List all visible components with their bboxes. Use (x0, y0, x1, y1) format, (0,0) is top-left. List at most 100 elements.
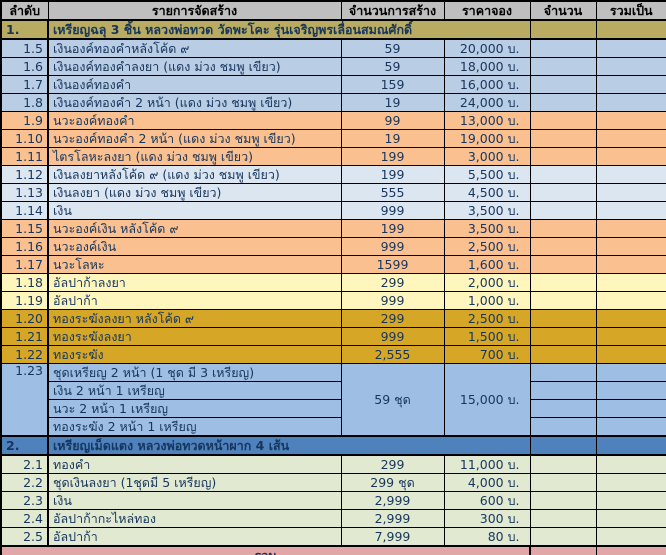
price-cell: 16,000 บ. (443, 75, 531, 94)
sum-cell (595, 165, 666, 184)
column-header-qty-made: จำนวนการสร้าง (340, 0, 445, 21)
price-cell: 1,500 บ. (443, 327, 531, 346)
price-cell: 4,500 บ. (443, 183, 531, 202)
item-row: 1.15 นวะองค์เงิน หลังโค้ด ๙ 199 3,500 บ. (0, 219, 666, 238)
sum-cell (595, 527, 666, 547)
sum-cell (595, 219, 666, 238)
amount-cell (529, 291, 597, 310)
item-desc-cell: อัลปาก้า (47, 291, 342, 310)
order-no-cell: 1.12 (0, 165, 49, 184)
item-desc-cell: เงินองค์ทองคำ 2 หน้า (แดง ม่วง ชมพู เขีย… (47, 93, 342, 112)
qty-made-cell: 199 (340, 219, 445, 238)
qty-made-cell: 19 (340, 93, 445, 112)
qty-made-cell: 299 ชุด (340, 473, 445, 492)
order-no-cell: 2.4 (0, 509, 49, 528)
order-no-cell: 1.21 (0, 327, 49, 346)
price-cell: 24,000 บ. (443, 93, 531, 112)
amount-cell (529, 57, 597, 76)
qty-made-cell: 7,999 (340, 527, 445, 547)
order-no-cell: 1.22 (0, 345, 49, 364)
order-no-cell: 1.20 (0, 309, 49, 328)
qty-made-cell: 19 (340, 129, 445, 148)
item-desc-cell: นวะองค์เงิน หลังโค้ด ๙ (47, 219, 342, 238)
price-cell: 20,000 บ. (443, 38, 531, 58)
amount-cell (529, 111, 597, 130)
amount-cell (529, 491, 597, 510)
amount-cell (529, 19, 597, 40)
item-desc-cell: เงิน (47, 201, 342, 220)
price-cell: 2,000 บ. (443, 273, 531, 292)
sum-cell (595, 93, 666, 112)
qty-made-cell: 1599 (340, 255, 445, 274)
sum-cell (595, 291, 666, 310)
amount-cell (529, 273, 597, 292)
order-no-cell: 2.2 (0, 473, 49, 492)
amount-cell (529, 201, 597, 220)
total-label-cell: รวม (0, 545, 531, 555)
qty-made-cell: 2,555 (340, 345, 445, 364)
price-cell: 13,000 บ. (443, 111, 531, 130)
item-row: 1.16 นวะองค์เงิน 999 2,500 บ. (0, 237, 666, 256)
amount-cell (529, 527, 597, 547)
amount-cell (529, 381, 597, 400)
item-desc-cell: นวะองค์ทองคำ (47, 111, 342, 130)
sum-cell (595, 509, 666, 528)
amount-cell (529, 129, 597, 148)
qty-made-cell: 999 (340, 291, 445, 310)
item-desc-cell: อัลปาก้าลงยา (47, 273, 342, 292)
item-row: 1.14 เงิน 999 3,500 บ. (0, 201, 666, 220)
sum-cell (595, 19, 666, 40)
item-desc-cell: ชุดเงินลงยา (1ชุดมี 5 เหรียญ) (47, 473, 342, 492)
amount-cell (529, 435, 597, 456)
header-row: ลำดับ รายการจัดสร้าง จำนวนการสร้าง ราคาจ… (0, 0, 666, 21)
section-title-cell: เหรียญเม็ดแตง หลวงพ่อทวดหน้าผาก 4 เส้น (47, 435, 531, 456)
order-no-cell: 1.16 (0, 237, 49, 256)
group-subitem-row: เงิน 2 หน้า 1 เหรียญ (1, 381, 666, 400)
group-subitem-row: ทองระฆัง 2 หน้า 1 เหรียญ (1, 417, 666, 437)
item-desc-cell: เงินองค์ทองคำ (47, 75, 342, 94)
column-header-price: ราคาจอง (443, 0, 531, 21)
subitem-desc-cell: นวะ 2 หน้า 1 เหรียญ (47, 399, 342, 418)
column-header-sum: รวมเป็น (595, 0, 666, 21)
item-row: 1.19 อัลปาก้า 999 1,000 บ. (0, 291, 666, 310)
qty-made-cell: 299 (340, 454, 445, 474)
group-subitem-row: นวะ 2 หน้า 1 เหรียญ (1, 399, 666, 418)
item-row: 2.2 ชุดเงินลงยา (1ชุดมี 5 เหรียญ) 299 ชุด 4… (0, 473, 666, 492)
qty-made-cell: 59 (340, 57, 445, 76)
price-cell: 11,000 บ. (443, 454, 531, 474)
price-cell: 1,000 บ. (443, 291, 531, 310)
amount-cell (529, 255, 597, 274)
order-no-cell: 1.14 (0, 201, 49, 220)
qty-made-cell: 59 ชุด (340, 363, 445, 437)
order-no-cell: 2.5 (0, 527, 49, 547)
amount-cell (529, 38, 597, 58)
price-cell: 3,000 บ. (443, 147, 531, 166)
qty-made-cell: 159 (340, 75, 445, 94)
order-no-cell: 1.23 (0, 363, 49, 437)
item-row: 1.11 ไตรโลหะลงยา (แดง ม่วง ชมพู เขียว) 199… (0, 147, 666, 166)
order-no-cell: 2.3 (0, 491, 49, 510)
order-no-cell: 1.15 (0, 219, 49, 238)
qty-made-cell: 99 (340, 111, 445, 130)
item-desc-cell: ทองระฆัง (47, 345, 342, 364)
item-desc-cell: อัลปาก้า (47, 527, 342, 547)
column-header-amount: จำนวน (529, 0, 597, 21)
price-cell: 700 บ. (443, 345, 531, 364)
sum-cell (595, 327, 666, 346)
sum-cell (595, 454, 666, 474)
amount-cell (529, 417, 597, 437)
price-cell: 15,000 บ. (443, 363, 531, 437)
price-cell: 5,500 บ. (443, 165, 531, 184)
item-row: 1.13 เงินลงยา (แดง ม่วง ชมพู เขียว) 555 4,5… (0, 183, 666, 202)
item-desc-cell: เงินองค์ทองคำหลังโค้ด ๙ (47, 38, 342, 58)
sum-cell (595, 309, 666, 328)
sum-cell (595, 75, 666, 94)
sum-cell (595, 273, 666, 292)
sum-cell (595, 417, 666, 437)
sum-cell (595, 381, 666, 400)
column-header-order: ลำดับ (0, 0, 49, 21)
sum-cell (595, 38, 666, 58)
order-no-cell: 1.5 (0, 38, 49, 58)
price-cell: 4,000 บ. (443, 473, 531, 492)
